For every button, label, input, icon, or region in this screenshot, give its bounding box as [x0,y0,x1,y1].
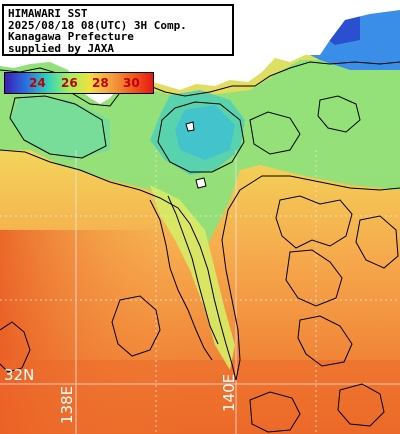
contour-green-boundary [0,149,237,381]
colorbar-tick-24: 24 [29,76,46,90]
contour-warm-south-4 [337,383,385,427]
land-small-islet [185,121,195,132]
contour-misc-2 [317,95,361,133]
contour-tongue-west [149,199,213,361]
contour-warm-east-1 [275,195,353,249]
colorbar-tick-28: 28 [92,76,109,90]
contour-green-boundary-east [221,175,400,381]
sea-yellowgreen-tongue [150,185,235,370]
contour-warm-east-2 [285,249,343,307]
contour-misc-1 [249,111,301,155]
contour-warm-east-4 [355,215,399,269]
contour-warm-south-1 [0,321,31,373]
title-line-4: supplied by JAXA [8,41,114,55]
colorbar-tick-30: 30 [123,76,140,90]
contour-cool-west [9,95,107,159]
land-izu-islet [195,177,207,189]
sst-colorbar: 24 26 28 30 [4,72,154,94]
contours [0,61,400,433]
title-line-3: Kanagawa Prefecture [8,30,134,43]
title-line-1: HIMAWARI SST [8,7,88,20]
lon-label-140e: 140E [220,373,238,412]
colorbar-tick-26: 26 [61,76,78,90]
contour-warm-east-3 [297,315,353,367]
lon-label-138e: 138E [58,385,76,424]
graticule [0,150,400,434]
title-line-2: 2025/08/18 08(UTC) 3H Comp. [8,18,187,32]
map-title-box: HIMAWARI SST 2025/08/18 08(UTC) 3H Comp.… [2,4,234,56]
contour-warm-south-2 [111,295,161,357]
sea-cyan-center [175,105,235,160]
contour-cool-center [157,101,245,173]
lat-label-32n: 32N [4,366,35,384]
contour-tongue-mid [167,195,219,345]
sea-south-warm [0,360,400,434]
contour-warm-south-3 [249,391,301,433]
sea-cool-patch-west [10,95,110,160]
